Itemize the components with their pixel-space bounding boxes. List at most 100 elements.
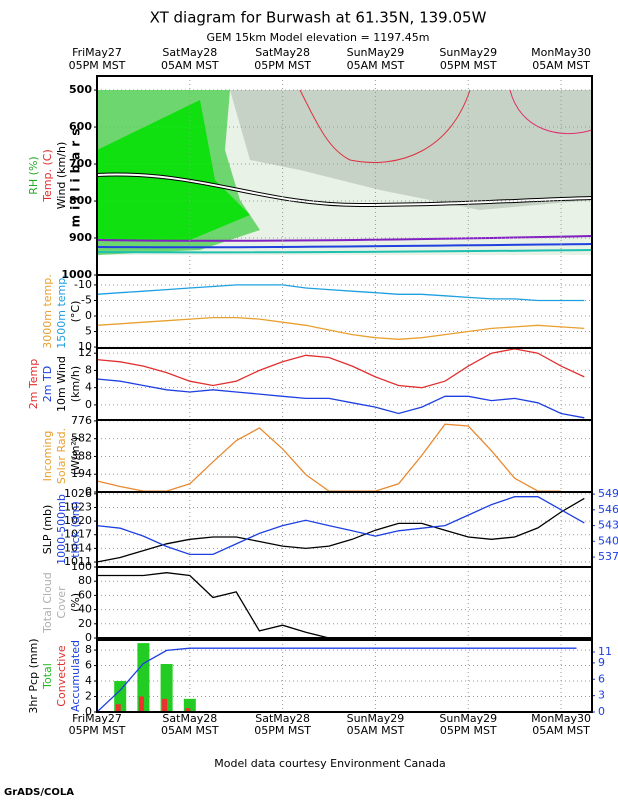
x-tick-label: SatMay28 xyxy=(162,712,217,725)
axis-label: Total xyxy=(41,663,54,690)
axis-label: Wind (km/h) xyxy=(55,142,68,210)
y-tick-label: 0 xyxy=(85,398,92,411)
x-tick-label: SunMay29 xyxy=(347,712,405,725)
x-tick-label: SatMay28 xyxy=(255,46,310,59)
axis-label: Incoming xyxy=(41,431,54,482)
credit: GrADS/COLA xyxy=(4,787,74,798)
y-tick-label: 1000 xyxy=(61,268,92,281)
y-tick-label: 80 xyxy=(78,574,92,587)
series-line xyxy=(96,647,577,713)
x-tick-label: SatMay28 xyxy=(255,712,310,725)
series-line xyxy=(96,316,585,340)
y-tick-label: 6 xyxy=(85,659,92,672)
y2-tick-label: 540 xyxy=(598,534,618,547)
x-tick-sublabel: 05PM MST xyxy=(69,59,126,72)
x-tick-sublabel: 05PM MST xyxy=(440,59,497,72)
contour-shading xyxy=(96,89,593,255)
bar xyxy=(137,643,150,712)
axis-label: 3hr Pcp (mm) xyxy=(27,638,40,713)
y-tick-label: 60 xyxy=(78,588,92,601)
axis-label: (%) xyxy=(69,593,82,612)
y2-tick-label: 543 xyxy=(598,519,618,532)
y-tick-label: 582 xyxy=(71,432,92,445)
y-tick-label: -5 xyxy=(81,293,92,306)
y2-tick-label: 6 xyxy=(598,672,605,685)
panel-frame xyxy=(96,639,593,713)
y-tick-label: 1011 xyxy=(64,555,92,568)
axis-label: Temp. (C) xyxy=(41,149,54,203)
axis-label: (°C) xyxy=(69,301,82,323)
y2-tick-label: 537 xyxy=(598,550,618,563)
y-tick-label: 600 xyxy=(69,120,92,133)
y2-tick-label: 11 xyxy=(598,645,612,658)
series-line xyxy=(96,284,585,302)
y-tick-label: 700 xyxy=(69,157,92,170)
x-tick-label: SunMay29 xyxy=(347,46,405,59)
y-tick-label: 2 xyxy=(85,690,92,703)
x-tick-label: FriMay27 xyxy=(72,46,122,59)
axis-label: 1000-500mb xyxy=(55,494,68,565)
y-tick-label: 388 xyxy=(71,449,92,462)
x-tick-label: MonMay30 xyxy=(531,712,591,725)
y-tick-label: 8 xyxy=(85,643,92,656)
y2-tick-label: 0 xyxy=(598,705,605,718)
axis-label: Convective xyxy=(55,645,68,707)
axis-label: Accumulated xyxy=(69,640,82,712)
axis-label: Cover xyxy=(55,586,68,619)
panel-frame xyxy=(96,347,593,421)
x-tick-label: SunMay29 xyxy=(439,712,497,725)
y-tick-label: 20 xyxy=(78,617,92,630)
y-tick-label: 40 xyxy=(78,603,92,616)
bar xyxy=(162,698,168,712)
y-tick-label: 0 xyxy=(85,485,92,498)
axis-label: (W/m²) xyxy=(69,437,82,475)
x-tick-sublabel: 05PM MST xyxy=(254,724,311,737)
bar xyxy=(185,708,191,712)
axis-label: 1500m temp. xyxy=(55,274,68,348)
axis-label: (km/h) xyxy=(69,366,82,402)
y-tick-label: 1014 xyxy=(64,541,92,554)
y-tick-label: 1020 xyxy=(64,514,92,527)
x-tick-sublabel: 05AM MST xyxy=(532,59,590,72)
y-tick-label: 12 xyxy=(78,346,92,359)
axis-label: Solar Rad. xyxy=(55,428,68,484)
series-line xyxy=(97,572,330,639)
x-tick-label: MonMay30 xyxy=(531,46,591,59)
subtitle: GEM 15km Model elevation = 1197.45m xyxy=(207,31,430,44)
y-tick-label: 10 xyxy=(78,340,92,353)
y2-tick-label: 9 xyxy=(598,656,605,669)
title: XT diagram for Burwash at 61.35N, 139.05… xyxy=(150,9,487,27)
y-tick-label: 8 xyxy=(85,363,92,376)
y-tick-label: 1026 xyxy=(64,487,92,500)
y-tick-label: 4 xyxy=(85,674,92,687)
y-tick-label: 4 xyxy=(85,381,92,394)
y-tick-label: 776 xyxy=(71,414,92,427)
bar xyxy=(115,704,121,712)
axis-label: 2m TD xyxy=(41,366,54,402)
y2-tick-label: 3 xyxy=(598,689,605,702)
y-tick-label: 0 xyxy=(85,631,92,644)
y2-tick-label: 546 xyxy=(598,503,618,516)
axis-label: Total Cloud xyxy=(41,572,54,634)
y-tick-label: 0 xyxy=(85,705,92,718)
x-tick-label: FriMay27 xyxy=(72,712,122,725)
y-tick-label: 900 xyxy=(69,231,92,244)
axis-label: millibars xyxy=(69,124,83,228)
y-tick-label: 1023 xyxy=(64,500,92,513)
x-tick-sublabel: 05AM MST xyxy=(161,724,219,737)
panel-frame xyxy=(96,566,593,639)
y-tick-label: 5 xyxy=(85,325,92,338)
axis-label: 10m Wind xyxy=(55,356,68,412)
y-tick-label: 1017 xyxy=(64,528,92,541)
x-tick-label: SatMay28 xyxy=(162,46,217,59)
y2-tick-label: 549 xyxy=(598,487,618,500)
x-tick-sublabel: 05AM MST xyxy=(347,724,405,737)
x-tick-sublabel: 05AM MST xyxy=(161,59,219,72)
x-tick-sublabel: 05AM MST xyxy=(347,59,405,72)
axis-label: 2m Temp xyxy=(27,359,40,410)
series-line xyxy=(96,378,585,419)
x-tick-sublabel: 05PM MST xyxy=(69,724,126,737)
axis-label: thick (dm) xyxy=(69,501,82,558)
axis-label: RH (%) xyxy=(27,156,40,194)
